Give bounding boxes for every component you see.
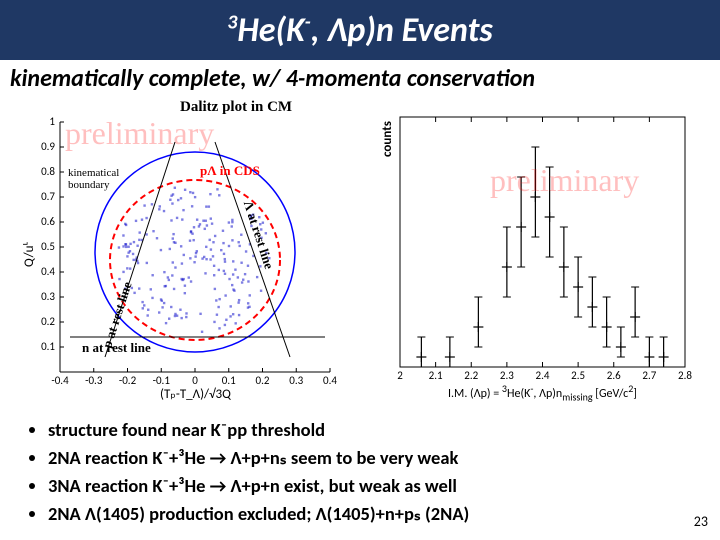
svg-text:0.2: 0.2 bbox=[41, 315, 55, 328]
svg-text:2.2: 2.2 bbox=[464, 369, 478, 382]
svg-text:0.3: 0.3 bbox=[289, 374, 303, 387]
svg-text:2.6: 2.6 bbox=[607, 369, 621, 382]
mass-plot: 2 2.1 2.2 2.3 2.4 2.5 2.6 2.7 2.8 preliminary co… bbox=[360, 97, 700, 407]
svg-text:2.7: 2.7 bbox=[642, 369, 656, 382]
svg-text:0.6: 0.6 bbox=[41, 215, 55, 228]
bullet-3: 3NA reaction K⁻+³He → Λ+p+n exist, but w… bbox=[48, 473, 690, 499]
svg-text:0.4: 0.4 bbox=[323, 374, 337, 387]
svg-text:0.2: 0.2 bbox=[256, 374, 270, 387]
title-banner: 3He(K-, Λp)n Events bbox=[0, 0, 720, 60]
svg-text:-0.2: -0.2 bbox=[119, 374, 137, 387]
slide-number: 23 bbox=[694, 513, 708, 530]
svg-text:1: 1 bbox=[49, 115, 55, 128]
title-text: 3He(K-, Λp)n Events bbox=[227, 10, 493, 51]
svg-text:0.1: 0.1 bbox=[41, 340, 55, 353]
dalitz-ylabel: Q/uᴸ bbox=[22, 242, 37, 267]
svg-text:0.3: 0.3 bbox=[41, 290, 55, 303]
chart-row: -0.4 -0.3 -0.2 -0.1 0 0.1 0.2 0.3 0.4 0.1 0.2 0.3 0.… bbox=[0, 97, 720, 407]
svg-text:0: 0 bbox=[192, 374, 198, 387]
subtitle: kinematically complete, w/ 4-momenta con… bbox=[0, 60, 720, 97]
svg-text:-0.3: -0.3 bbox=[85, 374, 103, 387]
bullet-4: 2NA Λ(1405) production excluded; Λ(1405)… bbox=[48, 501, 690, 527]
dalitz-watermark: preliminary bbox=[65, 115, 214, 152]
mass-xlabel: I.M. (Λp) = 3He(K-, Λp)nmissing [GeV/c2] bbox=[400, 382, 685, 403]
svg-text:2: 2 bbox=[397, 369, 403, 382]
dalitz-title: Dalitz plot in CM bbox=[180, 99, 292, 116]
region-label: pΛ in CDS bbox=[200, 163, 260, 179]
svg-text:0.9: 0.9 bbox=[41, 140, 55, 153]
svg-text:2.8: 2.8 bbox=[678, 369, 692, 382]
bullet-list: structure found near K⁻pp threshold 2NA … bbox=[0, 407, 720, 539]
bullet-1: structure found near K⁻pp threshold bbox=[48, 417, 690, 443]
svg-text:0.8: 0.8 bbox=[41, 165, 55, 178]
mass-ylabel: counts bbox=[380, 121, 395, 157]
mass-watermark: preliminary bbox=[490, 162, 639, 199]
bullet-2: 2NA reaction K⁻+³He → Λ+p+nₛ seem to be … bbox=[48, 445, 690, 471]
svg-text:2.4: 2.4 bbox=[536, 369, 550, 382]
mass-svg: 2 2.1 2.2 2.3 2.4 2.5 2.6 2.7 2.8 bbox=[360, 97, 700, 407]
n-rest-label: n at rest line bbox=[82, 340, 151, 356]
svg-text:2.3: 2.3 bbox=[500, 369, 514, 382]
svg-text:0.5: 0.5 bbox=[41, 240, 55, 253]
svg-text:2.1: 2.1 bbox=[429, 369, 443, 382]
svg-text:0.4: 0.4 bbox=[41, 265, 55, 278]
svg-text:2.5: 2.5 bbox=[571, 369, 585, 382]
boundary-label: kinematical boundary bbox=[68, 167, 119, 191]
svg-text:0.7: 0.7 bbox=[41, 190, 55, 203]
svg-text:-0.4: -0.4 bbox=[51, 374, 69, 387]
svg-text:0.1: 0.1 bbox=[222, 374, 236, 387]
svg-text:-0.1: -0.1 bbox=[153, 374, 171, 387]
mass-frame bbox=[400, 117, 685, 367]
dalitz-xlabel: (Tₚ-T_Λ)/√3Q bbox=[160, 387, 231, 402]
dalitz-plot: -0.4 -0.3 -0.2 -0.1 0 0.1 0.2 0.3 0.4 0.1 0.2 0.3 0.… bbox=[10, 97, 360, 407]
